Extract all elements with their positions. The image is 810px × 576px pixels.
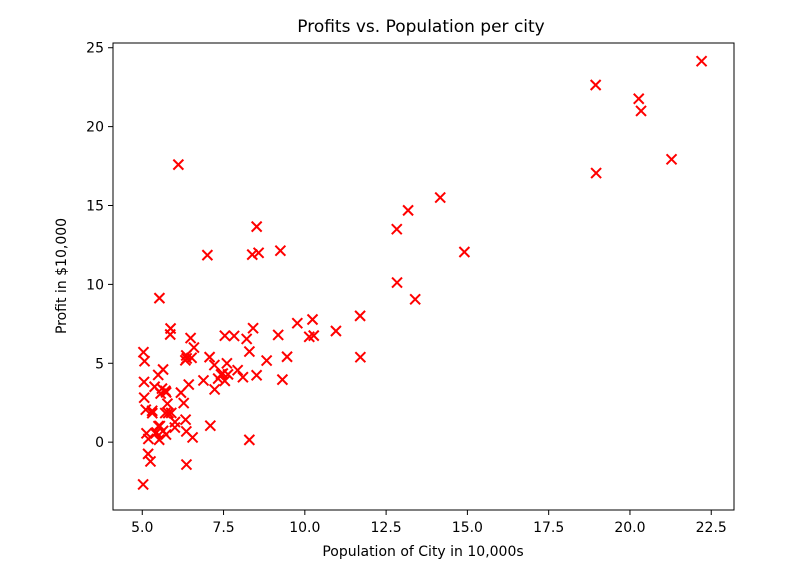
data-point (250, 369, 263, 381)
data-point (695, 55, 708, 67)
data-point (240, 333, 253, 345)
data-point (138, 391, 150, 404)
y-tick-label: 15 (86, 199, 104, 215)
data-point (633, 93, 645, 105)
data-point (228, 330, 240, 342)
data-point (156, 382, 168, 395)
data-point (212, 372, 224, 385)
data-point (221, 357, 233, 370)
data-point (458, 246, 471, 258)
data-point (142, 448, 154, 460)
data-point (291, 317, 304, 329)
data-point (219, 375, 231, 387)
data-point (144, 455, 157, 468)
data-point (308, 329, 320, 342)
data-point (169, 421, 181, 434)
data-point (243, 345, 256, 358)
data-point (204, 419, 217, 432)
data-point (180, 458, 193, 471)
data-point (160, 428, 172, 441)
data-point (197, 374, 210, 387)
y-tick-label: 10 (86, 277, 104, 293)
data-point (402, 204, 414, 217)
x-axis-label: Population of City in 10,000s (322, 544, 523, 560)
data-point (175, 386, 187, 399)
data-point (590, 167, 602, 179)
x-tick-label: 17.5 (533, 520, 564, 536)
y-tick-label: 0 (95, 435, 104, 451)
data-point (138, 376, 150, 388)
data-point (146, 405, 158, 417)
data-point (177, 397, 190, 409)
data-point (391, 223, 403, 235)
x-tick-label: 5.0 (131, 520, 153, 536)
data-point (142, 433, 155, 445)
data-point (201, 249, 214, 261)
x-tick-label: 10.0 (289, 520, 320, 536)
data-point (231, 364, 244, 376)
y-tick-label: 5 (95, 356, 104, 372)
data-point (153, 292, 166, 304)
data-point (162, 407, 175, 419)
data-point (184, 332, 197, 344)
data-point (252, 247, 265, 259)
data-point (246, 248, 258, 261)
data-point (150, 426, 163, 439)
data-point (180, 425, 193, 438)
data-points (137, 55, 708, 491)
data-point (272, 329, 284, 341)
x-tick-label: 20.0 (614, 520, 645, 536)
data-point (281, 351, 293, 363)
data-point (247, 322, 259, 334)
x-tick-label: 12.5 (371, 520, 402, 536)
data-point (354, 351, 367, 363)
data-point (138, 355, 151, 367)
data-point (146, 407, 158, 419)
data-point (179, 413, 192, 426)
data-point (391, 276, 403, 289)
data-point (203, 351, 216, 363)
data-point (208, 383, 221, 396)
data-point (185, 352, 198, 364)
x-tick-label: 22.5 (696, 520, 727, 536)
data-point (274, 245, 287, 257)
data-point (434, 191, 446, 204)
data-point (354, 310, 366, 322)
data-point (665, 153, 678, 165)
x-tick-label: 7.5 (212, 520, 234, 536)
chart-title: Profits vs. Population per city (297, 17, 545, 37)
data-point (222, 368, 234, 381)
y-tick-label: 25 (86, 41, 104, 57)
data-point (157, 363, 169, 376)
data-point (159, 407, 171, 419)
data-point (276, 373, 289, 386)
x-tick-label: 15.0 (452, 520, 483, 536)
data-point (330, 325, 342, 337)
data-point (208, 359, 221, 371)
data-point (172, 158, 185, 171)
data-point (137, 346, 150, 358)
data-point (161, 397, 174, 410)
axis-ticks: 5.0 7.5 10.0 12.5 15.0 17.5 20.0 22.5 0 5 10 15 20 25 (86, 41, 727, 536)
data-point (260, 354, 273, 367)
data-point (164, 322, 177, 335)
data-point (250, 220, 263, 233)
data-point (306, 313, 319, 326)
data-point (409, 293, 421, 306)
data-point (219, 329, 231, 342)
data-point (153, 434, 165, 446)
data-point (243, 434, 256, 446)
y-tick-label: 20 (86, 120, 104, 136)
data-point (635, 105, 647, 117)
y-axis-label: Profit in $10,000 (54, 218, 70, 334)
data-point (589, 79, 602, 91)
data-point (137, 478, 149, 491)
plot-frame (112, 42, 735, 511)
data-point (237, 371, 249, 383)
